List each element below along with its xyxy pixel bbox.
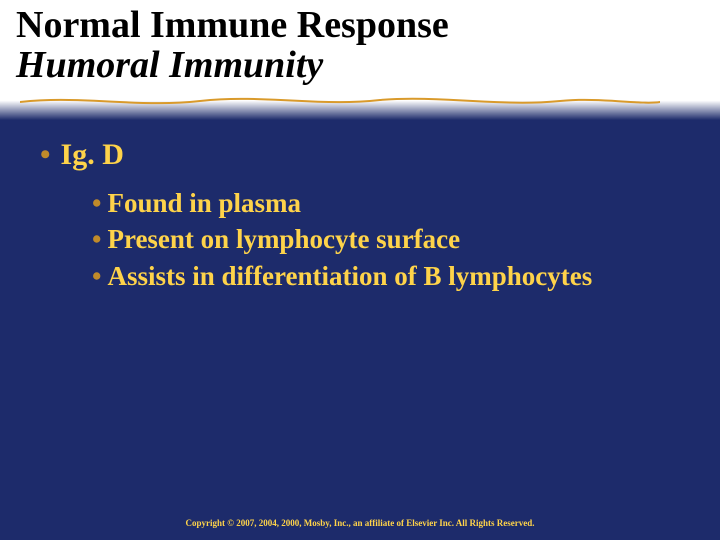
bullet-level1: • Ig. D [40,138,680,172]
bullet-dot-icon: • [40,138,51,171]
bullet-dot-icon: • [92,188,101,218]
bullet-level2: •Found in plasma [92,186,680,221]
copyright-footer: Copyright © 2007, 2004, 2000, Mosby, Inc… [0,518,720,528]
bullet-level2: •Assists in differentiation of B lymphoc… [92,259,680,294]
slide-subtitle: Humoral Immunity [16,46,720,90]
slide-content: •Ig. D •Found in plasma •Present on lymp… [0,120,720,294]
level2-text: Present on lymphocyte surface [107,224,460,254]
level2-text: Found in plasma [107,188,301,218]
level2-text: Assists in differentiation of B lymphocy… [107,261,592,291]
level2-list: •Found in plasma •Present on lymphocyte … [40,186,680,294]
bullet-level2: •Present on lymphocyte surface [92,222,680,257]
bullet-dot-icon: • [92,224,101,254]
bullet-dot-icon: • [92,261,101,291]
slide-header: Normal Immune Response Humoral Immunity [0,0,720,90]
decorative-rule [0,90,720,120]
level1-text: Ig. D [61,138,124,171]
slide-title: Normal Immune Response [16,6,720,46]
